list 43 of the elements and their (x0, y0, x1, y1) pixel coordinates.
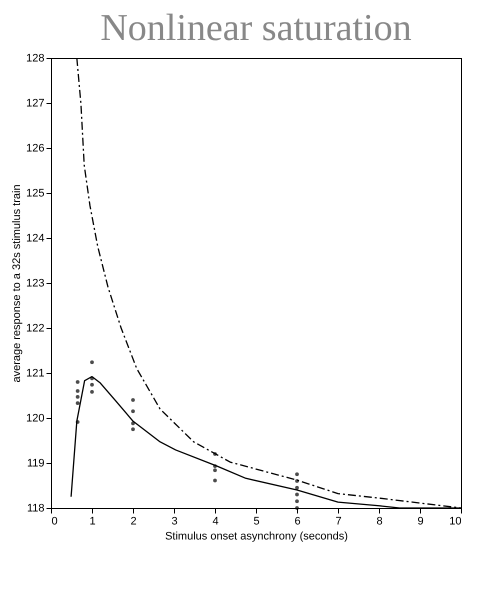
y-tick-label: 125 (26, 188, 44, 200)
point (295, 472, 299, 476)
point (90, 360, 94, 364)
point (213, 478, 217, 482)
point (90, 390, 94, 394)
point (76, 394, 80, 399)
x-tick-label: 5 (253, 516, 260, 528)
chart-title: Nonlinear saturation (100, 7, 412, 49)
y-tick-label: 121 (26, 368, 44, 380)
x-tick-label: 6 (294, 516, 301, 528)
point (213, 468, 217, 472)
point (76, 389, 80, 393)
point (131, 409, 135, 414)
point (76, 401, 80, 406)
point (295, 492, 299, 496)
y-tick-label: 127 (26, 98, 44, 110)
x-tick-label: 7 (335, 516, 342, 528)
y-tick-label: 119 (26, 458, 44, 470)
y-tick-label: 124 (26, 232, 44, 244)
x-tick-label: 2 (130, 516, 137, 528)
y-tick-label: 122 (26, 322, 44, 334)
x-tick-label: 0 (52, 516, 58, 528)
y-axis-title: average response to a 32s stimulus train (11, 184, 24, 383)
x-tick-label: 9 (417, 516, 424, 528)
point (295, 479, 299, 483)
x-tick-label: 3 (171, 516, 178, 528)
point (295, 499, 299, 504)
y-tick-label: 120 (26, 412, 44, 424)
x-tick-label: 4 (212, 516, 219, 528)
point (131, 398, 135, 402)
point (76, 380, 80, 384)
y-tick-label: 128 (26, 52, 44, 64)
x-tick-label: 10 (449, 516, 462, 528)
y-tick-label: 118 (26, 502, 44, 514)
point (90, 382, 94, 387)
x-axis-title: Stimulus onset asynchrony (seconds) (165, 530, 348, 542)
point (295, 506, 299, 510)
y-tick-label: 126 (26, 142, 44, 154)
x-tick-label: 8 (376, 516, 383, 528)
point (295, 486, 299, 490)
x-tick-label: 1 (89, 516, 96, 528)
y-tick-label: 123 (26, 278, 44, 290)
point (131, 427, 135, 432)
